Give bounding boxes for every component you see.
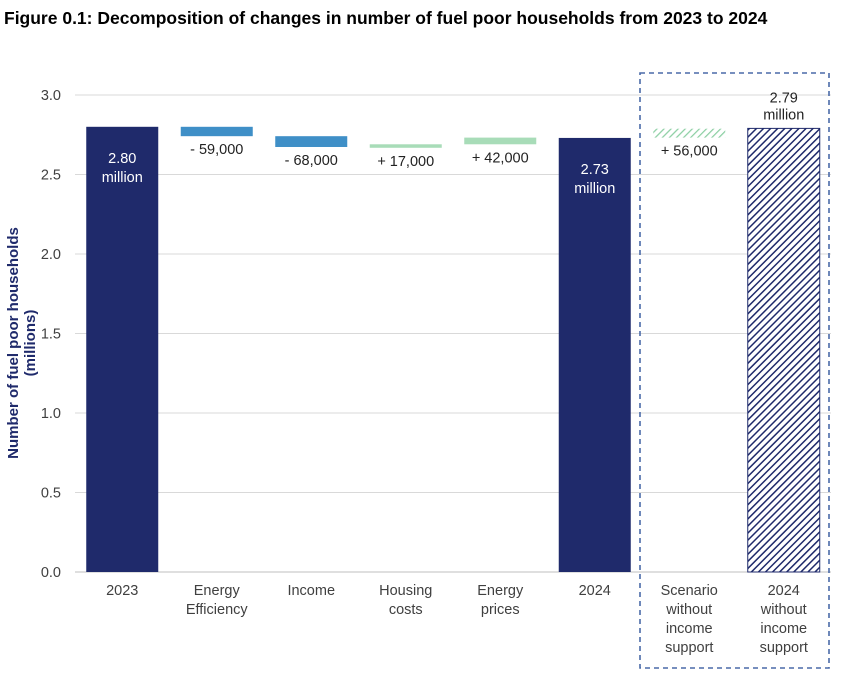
- y-tick-label: 0.0: [41, 565, 61, 581]
- y-tick-label: 2.0: [41, 247, 61, 263]
- bar-value-label: million: [763, 107, 804, 123]
- bar-value-label: 2.73: [581, 162, 609, 178]
- y-tick-label: 2.5: [41, 168, 61, 184]
- bar-income: [275, 136, 348, 147]
- x-tick-label: Income: [256, 582, 366, 601]
- bar-2024: [558, 137, 631, 572]
- y-tick-label: 3.0: [41, 88, 61, 104]
- bar-value-label: 2.79: [770, 90, 798, 106]
- x-tick-label-line: Energy: [193, 583, 240, 599]
- x-tick-label: 2024: [540, 582, 650, 601]
- bar-energy-efficiency: [180, 126, 253, 137]
- x-tick-label-line: support: [665, 640, 714, 656]
- bar-scenario-without-income-support: [653, 128, 726, 138]
- chart-title: Figure 0.1: Decomposition of changes in …: [4, 8, 768, 28]
- x-tick-label-line: prices: [480, 602, 520, 618]
- x-tick-label-line: 2024: [767, 583, 800, 599]
- y-tick-label: 1.5: [41, 327, 61, 343]
- bar-housing-costs: [369, 144, 442, 148]
- change-value-label: + 42,000: [472, 150, 529, 166]
- x-tick-label-line: Housing: [379, 583, 433, 599]
- x-tick-label-line: Scenario: [660, 583, 718, 599]
- change-value-label: - 68,000: [285, 153, 338, 169]
- x-tick-label: Scenario without income support: [634, 582, 744, 658]
- x-tick-label-line: 2023: [106, 583, 139, 599]
- x-tick-label-line: without: [666, 602, 713, 618]
- change-value-label: + 56,000: [661, 144, 718, 160]
- bar-value-label: million: [102, 170, 143, 186]
- x-tick-label-line: Income: [287, 583, 336, 599]
- y-tick-label: 0.5: [41, 486, 61, 502]
- y-axis-label: Number of fuel poor households (millions…: [5, 227, 39, 459]
- bar-energy-prices: [464, 137, 537, 145]
- bar-2024-without-income-support: [747, 127, 821, 573]
- scenario-highlight-box: [639, 72, 830, 669]
- x-tick-label: Energy Efficiency: [162, 582, 272, 620]
- x-tick-label: 2024 without income support: [729, 582, 839, 658]
- x-tick-label-line: income: [665, 621, 713, 637]
- change-value-label: + 17,000: [377, 154, 434, 170]
- bar-value-label: 2.80: [108, 151, 136, 167]
- bar-2023: [86, 126, 159, 573]
- data-labels: 2.80 million - 59,000 - 68,000 + 17,000 + 42,…: [102, 90, 805, 197]
- change-value-label: - 59,000: [190, 142, 243, 158]
- x-tick-label-line: Efficiency: [185, 602, 248, 618]
- gridlines: [75, 94, 831, 573]
- x-tick-label-line: without: [760, 602, 807, 618]
- x-tick-label-line: costs: [388, 602, 423, 618]
- bars: [86, 126, 821, 573]
- y-tick-label: 1.0: [41, 406, 61, 422]
- x-tick-label-line: support: [759, 640, 808, 656]
- x-tick-label: Housing costs: [351, 582, 461, 620]
- bar-value-label: million: [574, 181, 615, 197]
- x-tick-label-line: Energy: [477, 583, 524, 599]
- x-tick-label-line: income: [760, 621, 808, 637]
- x-tick-label: 2023: [67, 582, 177, 601]
- x-tick-label: Energy prices: [445, 582, 555, 620]
- y-axis-ticks: 0.0 0.5 1.0 1.5 2.0 2.5 3.0: [41, 88, 61, 581]
- x-tick-label-line: 2024: [578, 583, 611, 599]
